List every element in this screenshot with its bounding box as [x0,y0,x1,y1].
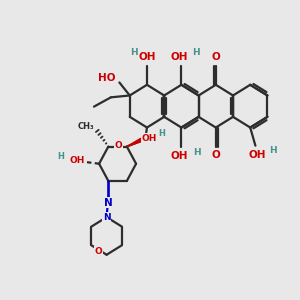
Text: N: N [104,197,113,208]
Text: H: H [130,48,138,57]
Text: O: O [212,52,220,62]
Text: H: H [159,129,166,138]
Text: H: H [192,48,200,57]
Text: OH: OH [248,150,266,160]
Text: OH: OH [138,52,156,62]
Text: CH₃: CH₃ [78,122,94,131]
Text: O: O [114,141,122,150]
Text: O: O [212,150,220,160]
Text: O: O [141,135,149,144]
Text: O: O [94,247,102,256]
Text: OH: OH [141,134,157,143]
Text: OH: OH [171,151,188,161]
Text: OH: OH [171,52,188,62]
Text: OH: OH [69,156,85,165]
Text: N: N [103,213,110,222]
Polygon shape [127,138,142,146]
Text: H: H [57,152,64,161]
Text: H: H [193,148,200,157]
Text: HO: HO [98,73,115,83]
Text: H: H [270,146,277,155]
